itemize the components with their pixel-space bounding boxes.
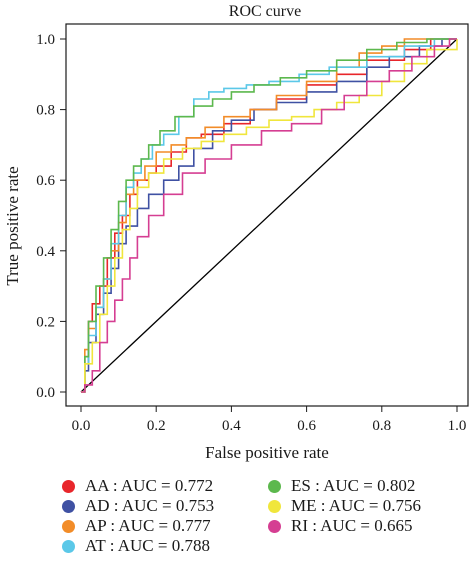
legend-color-dot [268, 499, 281, 513]
legend-label: AP : AUC = 0.777 [85, 516, 211, 535]
legend-label: AD : AUC = 0.753 [85, 496, 215, 515]
reference-line-group [80, 38, 458, 393]
roc-plot-svg: ROC curve 0.0 0.2 0.4 0.6 0.8 1.0 0.00.20.40.… [3, 3, 469, 462]
legend-color-dot [268, 519, 281, 533]
legend: AA : AUC = 0.772 AD : AUC = 0.753 AP : AUC… [62, 476, 462, 556]
y-axis-ticks: 0.0 0.2 0.4 0.6 0.8 1.0 [36, 32, 66, 401]
reference-diagonal-line [80, 38, 458, 393]
legend-label: RI : AUC = 0.665 [291, 516, 413, 535]
chart-title: ROC curve [229, 3, 301, 20]
x-axis-ticks: 0.0 0.2 0.4 0.6 0.8 1.0 [72, 406, 467, 434]
legend-color-dot [268, 479, 281, 493]
x-tick-label: 0.2 [147, 418, 166, 434]
legend-item: ES : AUC = 0.802 [268, 476, 415, 496]
y-tick-label: 0.8 [36, 103, 55, 119]
x-tick-label: 1.0 [448, 418, 467, 434]
legend-label: AA : AUC = 0.772 [85, 476, 214, 495]
x-tick-label: 0.0 [72, 418, 91, 434]
x-tick-label: 0.4 [222, 418, 241, 434]
legend-label: ME : AUC = 0.756 [291, 496, 422, 515]
roc-line-es [81, 38, 457, 393]
x-tick-label: 0.8 [372, 418, 391, 434]
y-tick-label: 0.0 [36, 385, 55, 401]
x-tick-label: 0.6 [297, 418, 316, 434]
plot-frame [65, 23, 469, 407]
y-tick-label: 0.2 [36, 314, 55, 330]
y-tick-label: 0.6 [36, 173, 55, 189]
legend-color-dot [62, 499, 75, 513]
legend-color-dot [62, 519, 75, 533]
roc-line-ri [81, 38, 457, 393]
legend-label: AT : AUC = 0.788 [85, 536, 210, 555]
legend-item: AP : AUC = 0.777 [62, 516, 211, 536]
legend-item: AT : AUC = 0.788 [62, 536, 210, 556]
legend-item: RI : AUC = 0.665 [268, 516, 413, 536]
legend-item: ME : AUC = 0.756 [268, 496, 421, 516]
legend-color-dot [62, 539, 75, 553]
x-axis-label: False positive rate [205, 443, 329, 462]
legend-item: AA : AUC = 0.772 [62, 476, 213, 496]
y-tick-label: 0.4 [36, 244, 55, 260]
y-axis-label: True positive rate [3, 166, 22, 285]
legend-color-dot [62, 479, 75, 493]
y-tick-label: 1.0 [36, 32, 55, 48]
legend-label: ES : AUC = 0.802 [291, 476, 416, 495]
series-group [81, 38, 458, 393]
legend-item: AD : AUC = 0.753 [62, 496, 214, 516]
